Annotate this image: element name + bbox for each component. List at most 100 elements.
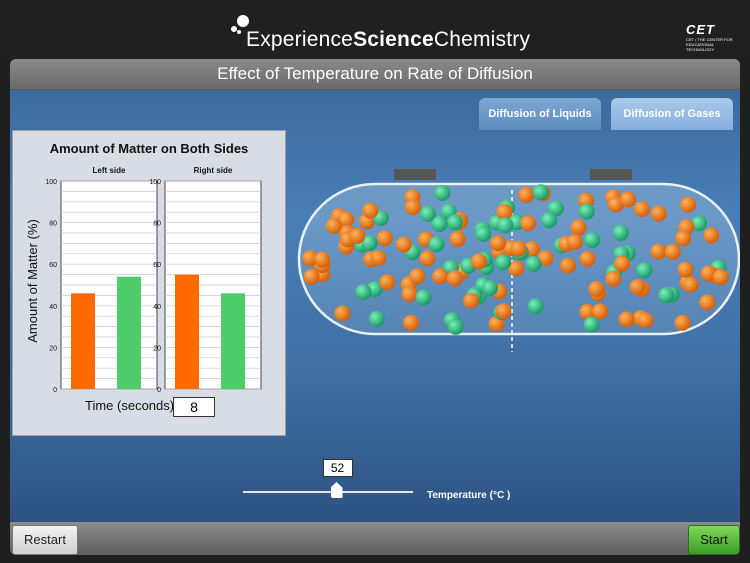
cet-tagline: CET • THE CENTER FOR EDUCATIONAL TECHNOL… [686,37,733,52]
amount-chart: Amount of Matter on Both Sides Amount of… [25,141,262,394]
simulation-stage: Diffusion of Liquids Diffusion of Gases [10,90,740,522]
green-particle [447,318,464,335]
y-tick-label: 60 [153,262,161,269]
y-tick-label: 0 [53,387,57,394]
orange-particle [419,250,436,267]
y-axis-label: Amount of Matter (%) [25,219,40,343]
orange-particle [376,230,393,247]
orange-particle [302,250,319,267]
orange-particle [699,294,716,311]
orange-particle [314,251,331,268]
orange-particle [664,243,681,260]
orange-particle [588,281,605,297]
orange-particle [510,240,527,257]
green-particle [419,205,436,222]
simulation-frame: Effect of Temperature on Rate of Diffusi… [10,59,740,555]
green-particle [527,298,544,315]
orange-particle [579,250,596,267]
right-nozzle [590,169,632,180]
y-tick-label: 80 [153,221,161,228]
restart-button[interactable]: Restart [12,525,78,555]
graph-panel: Amount of Matter on Both Sides Amount of… [12,130,286,436]
bottom-bar: Restart Start [10,522,740,555]
green-particle [636,262,653,279]
y-tick-label: 100 [45,179,57,186]
y-tick-label: 20 [153,345,161,352]
green-particle [691,215,707,232]
orange-particle [605,270,622,287]
green-particle [525,255,542,272]
orange-particle [618,311,635,328]
orange-particle [470,253,487,270]
y-tick-label: 40 [153,304,161,311]
green-particle [355,284,372,300]
green-particle [658,287,675,304]
temperature-slider-track[interactable] [243,491,413,493]
time-label: Time (seconds) [85,398,175,413]
y-tick-label: 20 [49,345,57,352]
green-particle [532,184,549,201]
panel-label: Left side [93,166,126,175]
orange-particle [620,191,636,208]
green-particle [495,254,512,271]
orange-particle [712,269,729,286]
bar [221,293,245,389]
orange-particle [401,286,418,302]
green-particle [612,224,629,241]
orange-particle [682,276,699,293]
temperature-slider-thumb[interactable] [330,482,343,498]
orange-particle [518,186,535,203]
orange-particle [675,230,692,247]
orange-particle [650,243,667,260]
y-tick-label: 40 [49,304,57,311]
green-particle [547,200,564,217]
green-particle [584,232,601,248]
orange-particle [674,314,691,331]
y-tick-label: 60 [49,262,57,269]
orange-particle [463,292,480,309]
orange-particle [520,215,537,232]
brand-suffix: Chemistry [433,28,531,51]
orange-particle [449,231,466,247]
green-particle [482,280,499,297]
bar [117,276,141,389]
orange-particle [592,303,609,320]
orange-particle [405,199,421,216]
orange-particle [349,227,366,244]
orange-particle [570,219,587,236]
orange-particle [409,268,426,285]
y-tick-label: 0 [157,387,161,394]
tab-diffusion-of-gases[interactable]: Diffusion of Gases [611,98,733,130]
temperature-label: Temperature (°C ) [427,490,511,501]
orange-particle [637,312,654,329]
molecule-icon [231,15,249,34]
green-particle [434,185,451,201]
orange-particle [614,255,631,272]
green-particle [431,216,448,232]
orange-particle [395,236,412,253]
orange-particle [370,249,387,266]
orange-particle [303,268,320,285]
orange-particle [403,314,419,331]
green-particle [446,214,463,231]
bar [175,274,199,389]
bar [71,293,95,389]
brand-bold: Science [353,28,434,51]
gas-vessel [297,169,740,352]
orange-particle [579,303,596,320]
chart-title: Amount of Matter on Both Sides [50,141,249,156]
green-particle [368,310,385,327]
green-particle [475,225,492,242]
orange-particle [607,196,624,213]
orange-particle [700,265,717,282]
orange-particle [650,205,667,222]
orange-particle [495,303,512,320]
orange-particle [566,233,583,250]
brand-prefix: Experience [246,28,354,51]
orange-particle [489,235,506,252]
green-particle [583,316,600,333]
tab-diffusion-of-liquids[interactable]: Diffusion of Liquids [479,98,601,130]
cet-logo: CET CET • THE CENTER FOR EDUCATIONAL TEC… [686,23,742,52]
start-button[interactable]: Start [688,525,740,555]
orange-particle [560,257,576,274]
